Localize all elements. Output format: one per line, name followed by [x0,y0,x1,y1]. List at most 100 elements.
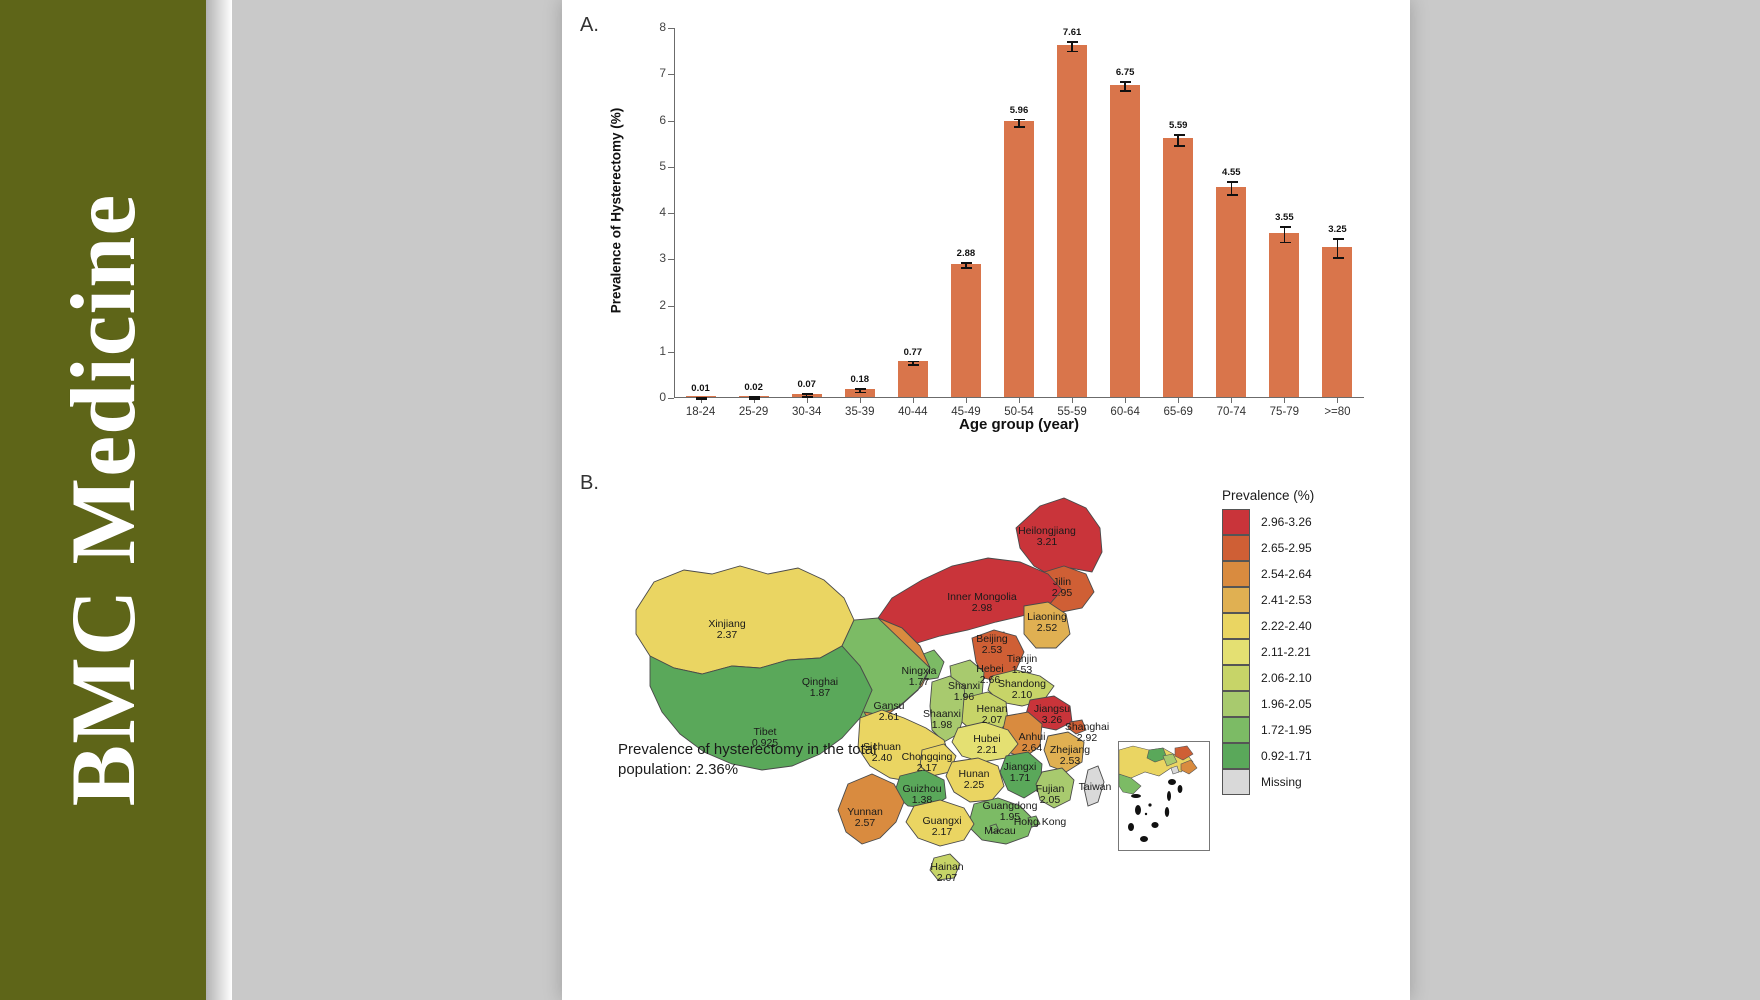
bar [1004,121,1034,397]
bar [897,361,928,397]
map-region-taiwan [1083,765,1105,807]
error-bar-cap [802,396,813,398]
legend-row: 0.92-1.71 [1222,743,1352,769]
legend-swatch [1222,769,1250,795]
error-bar [1018,118,1020,127]
error-bar-cap [1067,41,1079,44]
x-axis-tick-label: 65-69 [1163,406,1193,418]
legend-swatch [1222,613,1250,639]
error-bar-cap [1014,118,1026,121]
x-axis-tick [1125,398,1127,403]
bar-value-label: 3.25 [1328,224,1347,236]
south-china-sea-inset [1118,741,1210,851]
bar [950,263,981,397]
error-bar-cap [1279,225,1291,228]
bar-value-label: 5.59 [1168,119,1188,131]
y-axis-tick-label: 6 [659,112,666,127]
legend-row: 2.22-2.40 [1222,613,1352,639]
y-axis-tick-label: 4 [659,205,666,219]
x-axis-tick-label: 50-54 [1004,406,1034,418]
legend-swatch [1222,509,1250,535]
error-bar-cap [748,396,760,398]
map-region-yunnan [837,773,905,845]
legend-row: 2.06-2.10 [1222,665,1352,691]
journal-banner [0,0,206,1000]
page-background-right [1410,0,1760,1000]
x-axis-tick [700,398,702,403]
x-axis-tick-label: 35-39 [845,406,875,418]
error-bar-cap [855,391,867,394]
y-axis-line [674,28,675,398]
map-region-hainan [929,853,961,881]
legend-row: 2.41-2.53 [1222,587,1352,613]
bar [1057,45,1088,397]
error-bar-cap [802,393,813,396]
panel-b: B. Heilongjiang 3.21 Jilin 2.95 Inner Mongol… [562,460,1410,1000]
y-axis-tick [668,398,674,399]
error-bar [1230,181,1233,195]
bar-value-label: 2.88 [956,248,976,260]
bar-value-label: 0.77 [903,346,923,358]
legend-swatch [1222,639,1250,665]
x-axis-tick-label: >=80 [1324,406,1351,418]
y-axis-title-text: Prevalence of Hysterectomy (%) [608,107,624,314]
error-bar-cap [1332,238,1344,241]
x-axis-tick-label: 70-74 [1216,406,1246,418]
bar [1216,186,1247,397]
bar-value-label: 4.55 [1222,167,1241,179]
x-axis-tick [753,398,755,403]
legend-label: 2.65-2.95 [1261,541,1312,555]
y-axis-title: Prevalence of Hysterectomy (%) [606,28,626,398]
china-choropleth-map: Heilongjiang 3.21 Jilin 2.95 Inner Mongolia 2… [592,470,1212,970]
x-axis-tick [1072,398,1074,403]
bar-value-label: 7.61 [1062,27,1082,39]
error-bar [965,262,967,268]
error-bar-cap [908,364,920,367]
map-region-heilongjiang [1015,497,1103,575]
x-axis-tick [1178,398,1180,403]
error-bar-cap [1332,256,1344,259]
error-bar [1283,225,1286,242]
y-axis-tick [668,74,674,76]
x-axis-tick [1337,398,1339,403]
legend-label: Missing [1261,775,1302,789]
legend-title: Prevalence (%) [1222,488,1315,503]
bar-value-label: 6.75 [1115,67,1135,79]
bar [685,395,716,397]
bar [1269,232,1300,397]
x-axis-tick-label: 60-64 [1110,406,1140,418]
error-bar-cap [961,262,973,265]
x-axis-tick-label: 30-34 [791,406,822,418]
legend-swatch [1222,587,1250,613]
journal-name: BMC Medicine [52,193,154,807]
error-bar-cap [1067,50,1079,53]
error-bar-cap [1173,133,1185,136]
x-axis-tick-label: 75-79 [1269,406,1300,418]
x-axis-title: Age group (year) [958,416,1079,433]
legend-swatch [1222,561,1250,587]
y-axis-tick-label: 8 [659,20,666,34]
error-bar [1336,238,1339,257]
y-axis-tick [668,120,674,122]
y-axis-tick-label: 2 [659,297,666,312]
error-bar-cap [695,397,707,399]
x-axis-tick [965,398,967,403]
error-bar-cap [1014,126,1026,128]
map-region-hunan [945,757,1005,803]
map-region-zhejiang [1043,731,1085,773]
y-axis-tick [668,28,674,29]
legend-row: 2.54-2.64 [1222,561,1352,587]
legend-swatch [1222,691,1250,717]
legend-label: 1.72-1.95 [1261,723,1312,737]
legend-row: 2.11-2.21 [1222,639,1352,665]
x-axis-tick [859,398,861,403]
y-axis-tick [668,305,674,307]
y-axis-tick-label: 0 [659,390,666,404]
y-axis-tick [668,166,674,168]
legend-label: 2.22-2.40 [1261,619,1312,633]
map-annotation: Prevalence of hysterectomy in the total … [618,741,877,779]
error-bar-cap [1226,194,1238,196]
map-region-fujian [1035,767,1075,809]
